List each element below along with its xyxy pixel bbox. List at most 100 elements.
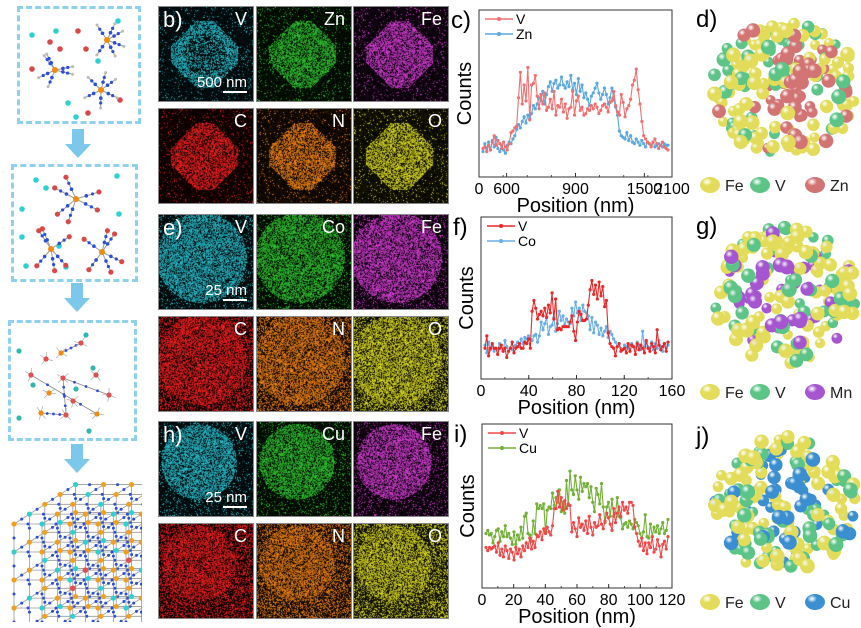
schematic-step-3	[16, 332, 116, 434]
data-point	[601, 527, 605, 531]
atom-cu	[835, 524, 851, 539]
data-point	[490, 138, 494, 143]
atom-fe	[774, 247, 789, 262]
n-atom	[54, 578, 58, 582]
n-atom	[87, 241, 91, 245]
legend-label: V	[775, 385, 786, 402]
data-point	[629, 97, 633, 101]
data-point	[640, 138, 644, 143]
data-point	[481, 150, 485, 154]
data-point	[516, 340, 520, 344]
data-point	[648, 545, 653, 550]
eds-map-image	[354, 109, 448, 203]
n-atom	[71, 600, 75, 604]
n-atom	[119, 591, 123, 595]
element-label: Fe	[420, 9, 442, 29]
down-arrow-icon	[64, 283, 90, 318]
data-point	[626, 511, 630, 515]
n-atom	[90, 79, 94, 83]
atom-fe	[825, 454, 840, 470]
data-point	[655, 346, 659, 350]
data-point	[515, 552, 520, 556]
data-point	[496, 146, 500, 151]
lattice-node	[101, 509, 107, 516]
scale-bar-line	[223, 506, 247, 508]
data-point	[563, 102, 567, 106]
eds-map-image	[257, 7, 351, 101]
data-point	[575, 311, 580, 315]
n-atom	[122, 572, 126, 576]
cyan-ion	[53, 28, 59, 34]
data-point	[636, 140, 640, 144]
data-point	[491, 545, 495, 550]
lattice-node	[98, 613, 104, 619]
n-atom	[94, 600, 98, 604]
scale-bar: 500 nm	[197, 75, 247, 93]
n-atom	[65, 71, 70, 75]
metal-center	[73, 196, 79, 202]
data-point	[657, 531, 661, 536]
n-atom	[57, 586, 61, 590]
data-point	[645, 534, 649, 539]
data-point	[630, 140, 635, 144]
data-point	[664, 146, 668, 151]
n-atom	[20, 517, 24, 521]
n-atom	[113, 502, 117, 506]
atom-cu	[799, 492, 814, 507]
data-point	[651, 345, 656, 349]
data-point	[524, 121, 528, 125]
n-atom	[41, 540, 45, 544]
data-point	[519, 525, 523, 529]
data-point	[585, 531, 590, 536]
data-point	[642, 345, 647, 349]
data-point	[631, 345, 636, 349]
atom-fe	[707, 86, 723, 102]
n-atom	[54, 606, 58, 610]
data-point	[602, 305, 607, 309]
cyan-ion	[65, 100, 71, 106]
data-point	[484, 531, 488, 536]
data-point	[512, 558, 516, 562]
n-atom	[43, 572, 47, 576]
n-atom	[106, 264, 110, 269]
n-atom	[104, 517, 108, 521]
atom-fe	[769, 442, 783, 456]
n-atom	[97, 568, 101, 572]
lattice-node	[73, 565, 79, 572]
lattice-node	[42, 501, 48, 507]
ligand-end	[108, 269, 114, 275]
atom-fe	[793, 262, 807, 276]
n-atom	[84, 194, 89, 198]
n-atom	[66, 65, 70, 70]
data-point	[494, 528, 499, 532]
data-point	[582, 528, 586, 532]
data-point	[610, 86, 614, 90]
lattice-node	[95, 605, 101, 611]
n-atom	[26, 578, 30, 582]
data-point	[606, 331, 610, 335]
legend-marker	[500, 446, 504, 450]
data-point	[512, 345, 516, 349]
n-atom	[107, 609, 110, 613]
cyan-ion	[114, 173, 120, 179]
n-atom	[55, 526, 59, 530]
n-atom	[68, 536, 72, 540]
data-point	[507, 140, 511, 144]
atom-fe	[813, 256, 828, 270]
n-atom	[116, 32, 120, 36]
data-point	[579, 318, 583, 323]
data-point	[494, 346, 498, 350]
data-point	[597, 280, 601, 284]
cyan-ion	[30, 382, 36, 388]
data-point	[563, 323, 567, 327]
data-point	[542, 527, 546, 531]
n-atom	[43, 544, 47, 548]
data-point	[612, 346, 616, 350]
data-point	[556, 104, 560, 108]
n-atom	[71, 516, 75, 520]
n-atom	[58, 413, 62, 416]
data-point	[620, 500, 625, 504]
panel-label: c)	[451, 7, 471, 34]
legend-sphere-icon	[805, 177, 825, 193]
data-point	[526, 334, 531, 338]
